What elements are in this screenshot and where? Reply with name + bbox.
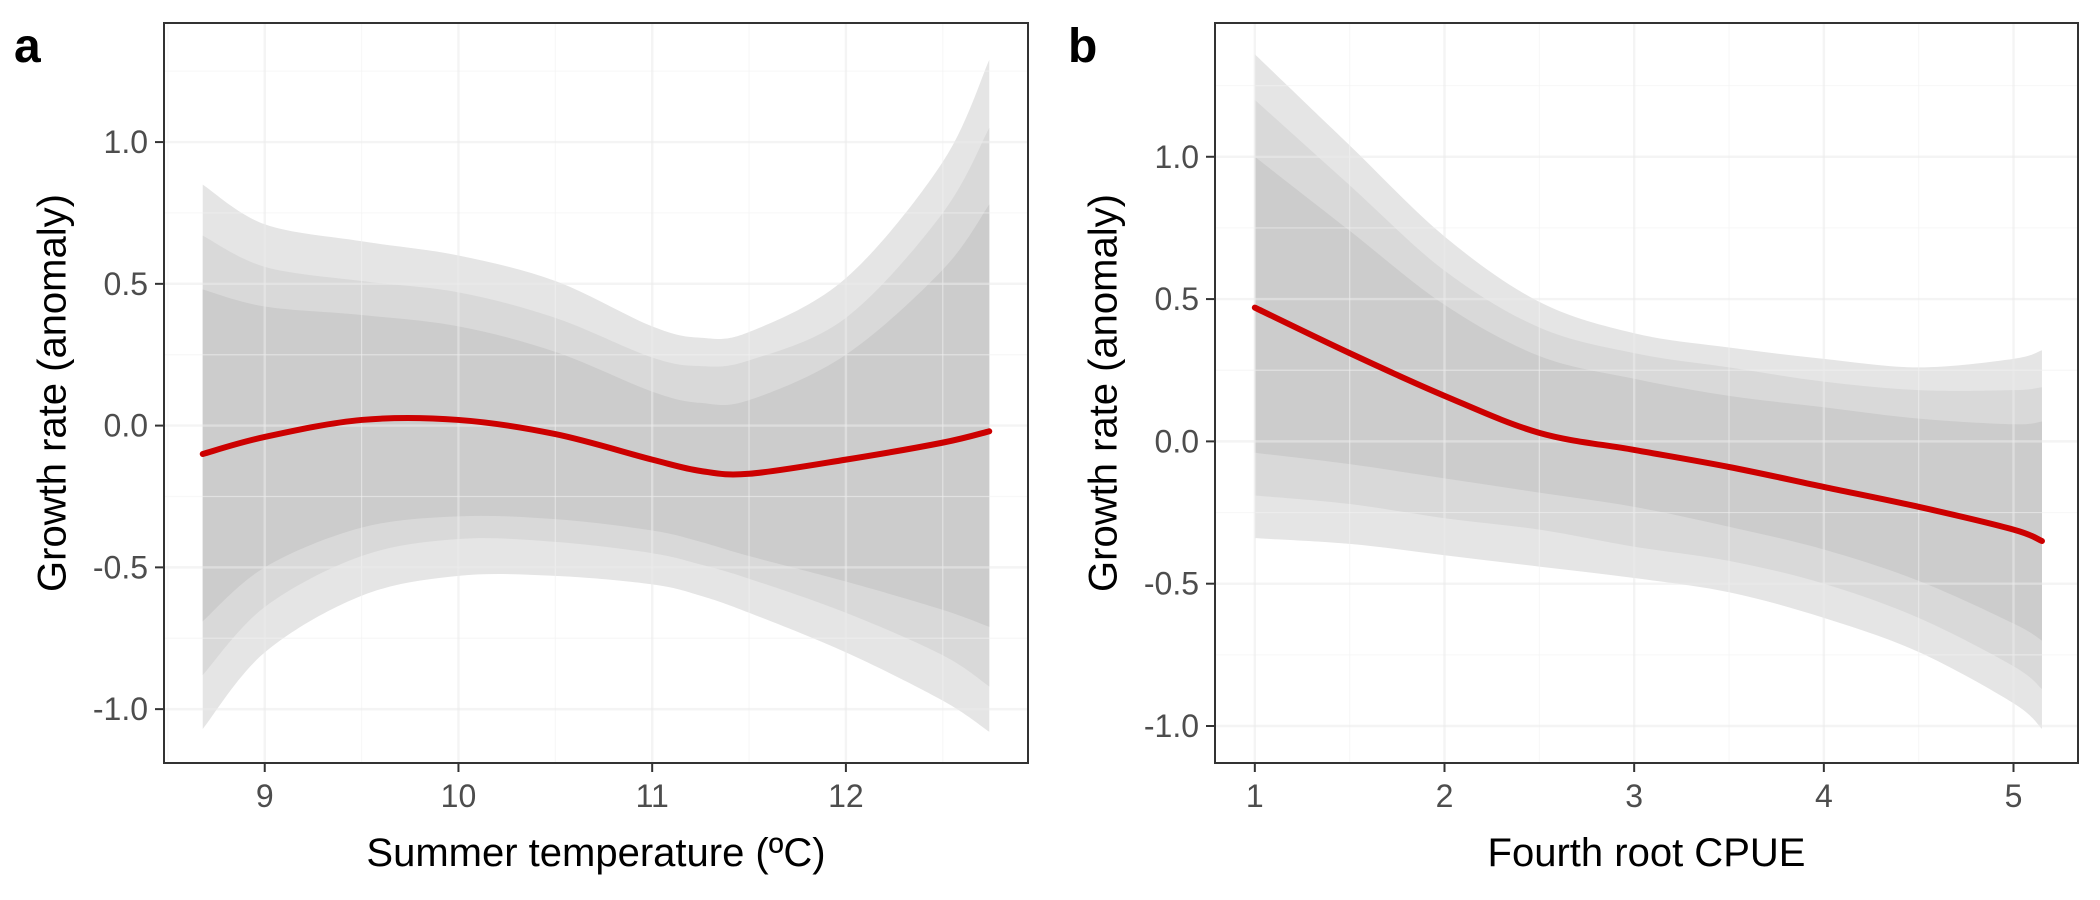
y-tick-label-b-4: 1.0 (1155, 139, 1199, 175)
plot-frame-b (1214, 22, 2079, 764)
y-tick-label-a-4: 1.0 (104, 124, 148, 160)
confidence-bands-b (1254, 54, 2042, 729)
panel-label-b: b (1068, 20, 1097, 73)
panel-label-a: a (14, 20, 41, 73)
y-axis-ticks-a: -1.0 -0.5 0.0 0.5 1.0 (93, 124, 164, 727)
gridlines-a (164, 23, 1028, 763)
x-tick-label-b-3: 4 (1815, 778, 1833, 814)
fit-line-b (1251, 304, 2045, 544)
x-tick-label-a-0: 9 (256, 778, 274, 814)
x-tick-label-a-2: 11 (636, 778, 669, 814)
y-tick-label-a-1: -0.5 (93, 549, 148, 585)
x-tick-label-b-0: 1 (1246, 778, 1264, 814)
y-tick-label-b-2: 0.0 (1155, 423, 1199, 459)
x-tick-label-b-1: 2 (1436, 778, 1454, 814)
plot-frame-a (163, 22, 1029, 764)
panel-a: 9 10 11 12 -1.0 -0.5 0.0 0.5 1.0 a Summer tempe… (14, 20, 1029, 875)
y-tick-label-b-0: -1.0 (1144, 708, 1199, 744)
panel-b: 1 2 3 4 5 -1.0 -0.5 0.0 0.5 1.0 b Fourth root CP… (1068, 20, 2079, 875)
x-tick-label-a-1: 10 (441, 778, 477, 814)
x-tick-label-b-4: 5 (2005, 778, 2023, 814)
x-axis-ticks-a: 9 10 11 12 (256, 763, 864, 814)
y-axis-title-b: Growth rate (anomaly) (1082, 194, 1126, 592)
x-axis-ticks-b: 1 2 3 4 5 (1246, 763, 2022, 814)
fitted-curve-a (199, 414, 993, 478)
y-tick-label-b-1: -0.5 (1144, 566, 1199, 602)
x-tick-label-a-3: 12 (828, 778, 864, 814)
fitted-curve-b (1251, 304, 2045, 544)
band-inner-b (1254, 156, 2042, 641)
y-tick-label-a-0: -1.0 (93, 691, 148, 727)
y-tick-label-a-2: 0.0 (104, 408, 148, 444)
x-tick-label-b-2: 3 (1625, 778, 1643, 814)
y-tick-label-a-3: 0.5 (104, 266, 148, 302)
x-axis-title-a: Summer temperature (ºC) (366, 831, 825, 875)
confidence-bands-a (202, 59, 990, 732)
y-axis-title-a: Growth rate (anomaly) (31, 194, 75, 592)
band-inner-a (202, 204, 990, 627)
fit-line-a (199, 414, 993, 478)
x-axis-title-b: Fourth root CPUE (1488, 831, 1806, 875)
y-tick-label-b-3: 0.5 (1155, 281, 1199, 317)
gridlines-b (1215, 23, 2078, 763)
y-axis-ticks-b: -1.0 -0.5 0.0 0.5 1.0 (1144, 139, 1215, 744)
